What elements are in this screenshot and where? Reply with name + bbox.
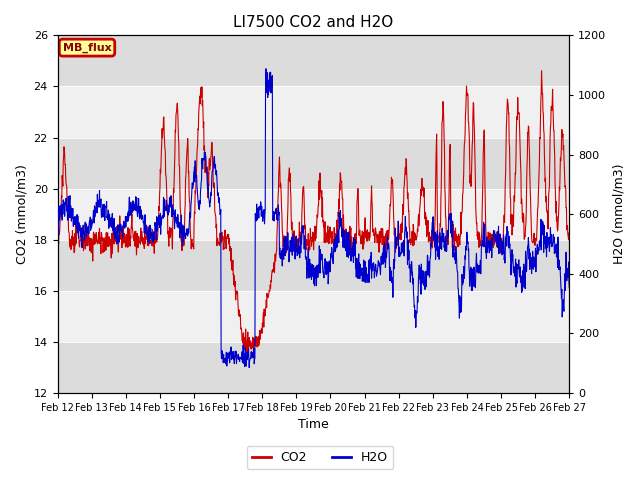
Bar bbox=[58, 189, 570, 240]
Legend: CO2, H2O: CO2, H2O bbox=[247, 446, 393, 469]
Bar bbox=[58, 86, 570, 138]
Bar bbox=[58, 36, 570, 86]
Y-axis label: CO2 (mmol/m3): CO2 (mmol/m3) bbox=[15, 164, 28, 264]
Bar bbox=[58, 291, 570, 342]
Bar bbox=[58, 138, 570, 189]
Bar bbox=[58, 240, 570, 291]
Y-axis label: H2O (mmol/m3): H2O (mmol/m3) bbox=[612, 164, 625, 264]
Text: MB_flux: MB_flux bbox=[63, 43, 111, 53]
X-axis label: Time: Time bbox=[298, 419, 329, 432]
Title: LI7500 CO2 and H2O: LI7500 CO2 and H2O bbox=[234, 15, 394, 30]
Bar bbox=[58, 342, 570, 393]
